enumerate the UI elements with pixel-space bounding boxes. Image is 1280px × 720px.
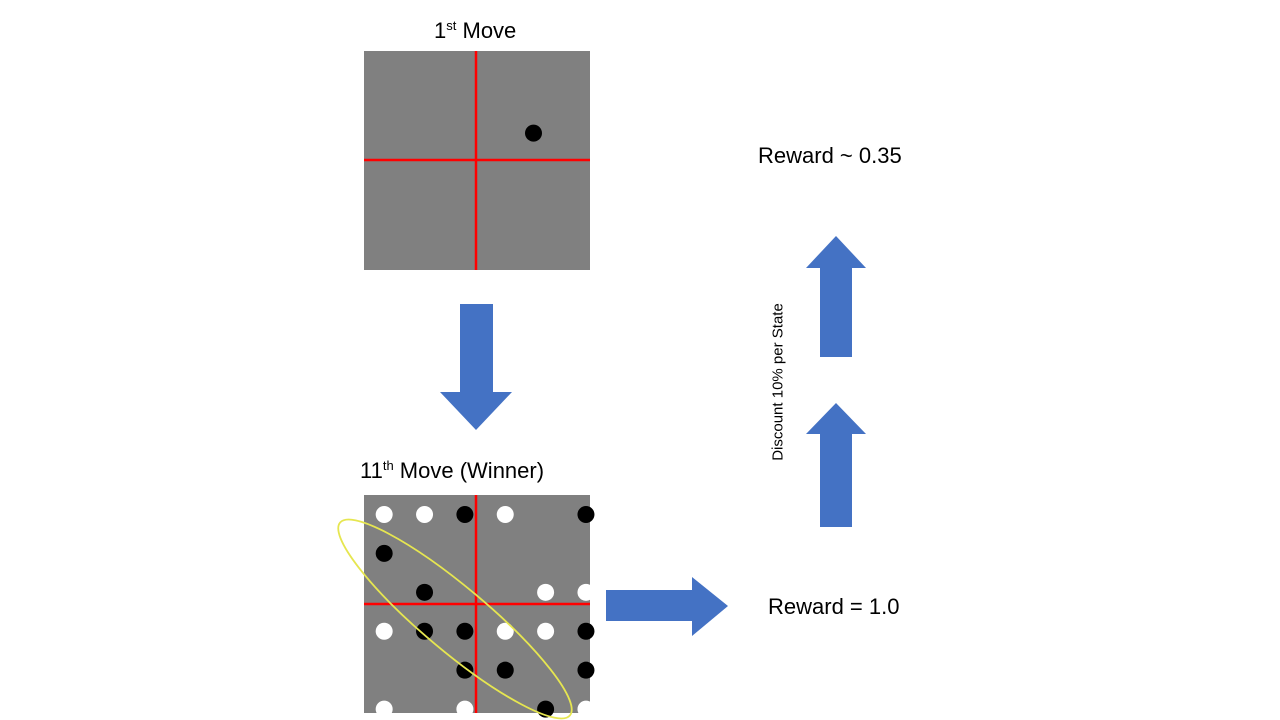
white-stone	[537, 583, 555, 601]
reward-start-label: Reward ~ 0.35	[758, 143, 902, 168]
black-stone	[496, 661, 514, 679]
winning-move-title: 11th Move (Winner)	[360, 458, 545, 483]
white-stone	[456, 700, 474, 718]
up-arrow-upper	[806, 236, 866, 357]
black-stone	[456, 505, 474, 523]
black-stone	[416, 622, 434, 640]
black-stone	[375, 544, 393, 562]
white-stone	[375, 700, 393, 718]
white-stone	[375, 505, 393, 523]
white-stone	[496, 622, 514, 640]
winning-move-board	[337, 495, 595, 720]
white-stone	[577, 700, 595, 718]
black-stone	[525, 124, 542, 142]
black-stone	[456, 622, 474, 640]
right-arrow	[606, 577, 728, 636]
down-arrow	[440, 304, 512, 430]
black-stone	[577, 505, 595, 523]
first-board-stones	[525, 124, 542, 142]
first-move-title: 1st Move	[434, 18, 517, 43]
black-stone	[416, 583, 434, 601]
white-stone	[537, 622, 555, 640]
black-stone	[577, 622, 595, 640]
up-arrow-lower	[806, 403, 866, 527]
white-stone	[416, 505, 434, 523]
black-stone	[577, 661, 595, 679]
white-stone	[496, 505, 514, 523]
winning-line-highlight	[337, 518, 573, 720]
white-stone	[577, 583, 595, 601]
winning-board-stones	[375, 505, 595, 718]
reward-end-label: Reward = 1.0	[768, 594, 900, 619]
white-stone	[375, 622, 393, 640]
first-move-board	[364, 51, 590, 270]
black-stone	[456, 661, 474, 679]
